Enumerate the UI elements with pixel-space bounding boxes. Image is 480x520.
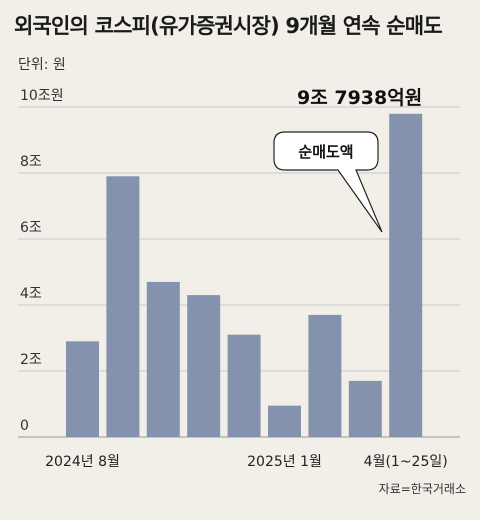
callout-label: 순매도액 (298, 143, 353, 161)
bar (187, 295, 221, 437)
bar (227, 334, 261, 437)
unit-label: 단위: 원 (18, 57, 66, 73)
bar (268, 405, 301, 437)
bar (348, 380, 382, 437)
y-tick-label: 10조원 (20, 88, 64, 104)
y-tick-label: 2조 (20, 352, 42, 368)
y-tick-label: 4조 (20, 286, 42, 302)
bar (308, 314, 342, 437)
x-tick-label: 2024년 8월 (45, 454, 120, 470)
x-tick-label: 2025년 1월 (247, 454, 322, 470)
y-tick-label: 8조 (20, 154, 42, 170)
y-tick-label: 6조 (20, 220, 42, 236)
chart-title: 외국인의 코스피(유가증권시장) 9개월 연속 순매도 (14, 14, 443, 38)
bar (389, 113, 423, 438)
bar (106, 176, 140, 438)
bar (146, 281, 180, 437)
source-note: 자료=한국거래소 (378, 482, 466, 496)
y-axis-tick-labels: 0 2조 4조 6조 8조 10조원 (20, 88, 64, 434)
bars (66, 113, 423, 438)
peak-value-label: 9조 7938억원 (297, 87, 422, 109)
x-axis-tick-labels: 2024년 8월 2025년 1월 4월(1~25일) (45, 454, 448, 470)
x-tick-label: 4월(1~25일) (364, 454, 448, 470)
callout-bubble (273, 131, 383, 233)
bar (66, 341, 99, 437)
y-tick-label: 0 (20, 418, 29, 434)
